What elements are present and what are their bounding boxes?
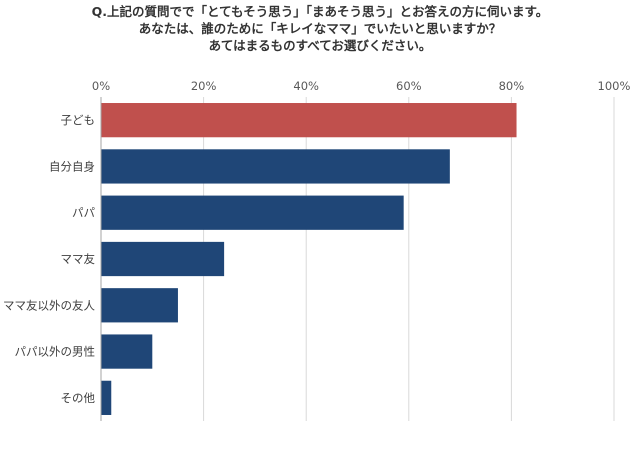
x-tick-label: 100% <box>598 79 631 93</box>
bar <box>101 288 178 323</box>
x-tick-label: 20% <box>191 79 217 93</box>
category-label: 自分自身 <box>49 159 95 173</box>
bar <box>101 380 112 415</box>
bar <box>101 334 153 369</box>
chart-title: Q.上記の質問でで「とてもそう思う」「まあそう思う」とお答えの方に伺います。あな… <box>92 4 549 53</box>
chart-title-line: Q.上記の質問でで「とてもそう思う」「まあそう思う」とお答えの方に伺います。 <box>92 4 549 19</box>
chart-title-line: あなたは、誰のために「キレイなママ」でいたいと思いますか？ <box>139 21 502 36</box>
chart-title-line: あてはまるものすべてお選びください。 <box>209 38 432 53</box>
bar <box>101 103 517 138</box>
x-axis-ticks: 0% 20% 40% 60% 80% 100% <box>92 79 631 93</box>
category-label: パパ <box>72 206 95 220</box>
category-label: パパ以外の男性 <box>15 345 96 359</box>
category-label: ママ友 <box>61 252 96 266</box>
bar <box>101 195 404 230</box>
x-tick-label: 60% <box>396 79 422 93</box>
bar <box>101 241 225 277</box>
x-tick-label: 40% <box>293 79 319 93</box>
gridlines <box>203 97 615 421</box>
x-tick-label: 80% <box>499 79 525 93</box>
x-tick-label: 0% <box>92 79 110 93</box>
bar <box>101 149 450 184</box>
category-label: 子ども <box>61 113 96 127</box>
bars <box>101 103 517 415</box>
category-label: その他 <box>61 391 96 405</box>
category-label: ママ友以外の友人 <box>3 298 95 312</box>
